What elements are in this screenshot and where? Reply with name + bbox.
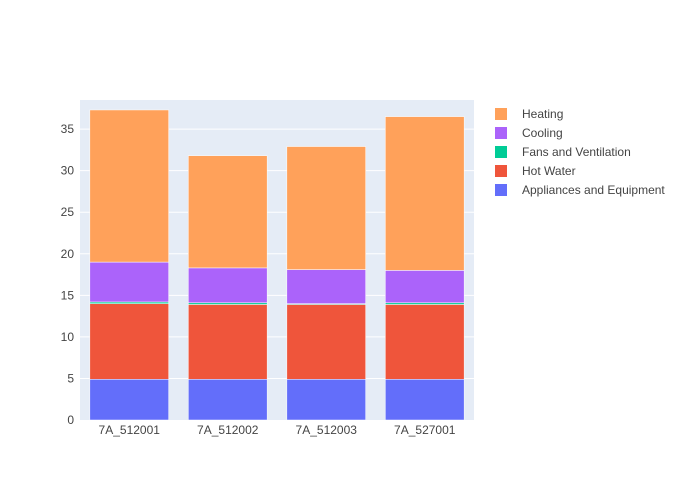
legend-label: Cooling xyxy=(522,126,563,140)
bar-appliances-and-equipment-0[interactable] xyxy=(89,379,169,421)
bar-cooling-3[interactable] xyxy=(385,270,465,304)
y-tick-label: 10 xyxy=(61,330,75,344)
legend-item-heating[interactable]: Heating xyxy=(495,107,563,121)
legend-label: Hot Water xyxy=(522,164,576,178)
legend-swatch xyxy=(495,146,507,158)
x-tick-label: 7A_512002 xyxy=(197,423,259,437)
x-tick-label: 7A_527001 xyxy=(394,423,456,437)
legend-item-appliances-and-equipment[interactable]: Appliances and Equipment xyxy=(495,183,665,197)
legend-label: Appliances and Equipment xyxy=(522,183,665,197)
legend-label: Heating xyxy=(522,107,563,121)
bar-heating-1[interactable] xyxy=(188,155,268,269)
bar-cooling-2[interactable] xyxy=(286,269,366,304)
y-tick-label: 5 xyxy=(67,371,74,385)
y-tick-label: 35 xyxy=(61,122,75,136)
legend-swatch xyxy=(495,184,507,196)
bar-appliances-and-equipment-3[interactable] xyxy=(385,379,465,421)
x-axis-ticks: 7A_512001 7A_512002 7A_512003 7A_527001 xyxy=(99,423,456,437)
bar-cooling-0[interactable] xyxy=(89,261,169,303)
bar-hot-water-1[interactable] xyxy=(188,304,268,380)
legend[interactable]: Heating Cooling Fans and Ventilation Hot Wa… xyxy=(495,107,665,197)
legend-item-cooling[interactable]: Cooling xyxy=(495,126,563,140)
x-tick-label: 7A_512001 xyxy=(99,423,161,437)
y-tick-label: 0 xyxy=(67,413,74,427)
bars xyxy=(89,109,465,421)
x-tick-label: 7A_512003 xyxy=(296,423,358,437)
legend-item-hot-water[interactable]: Hot Water xyxy=(495,164,576,178)
legend-label: Fans and Ventilation xyxy=(522,145,631,159)
bar-cooling-1[interactable] xyxy=(188,267,268,304)
y-tick-label: 25 xyxy=(61,205,75,219)
bar-heating-0[interactable] xyxy=(89,109,169,263)
legend-swatch xyxy=(495,108,507,120)
bar-hot-water-3[interactable] xyxy=(385,304,465,380)
bar-appliances-and-equipment-2[interactable] xyxy=(286,379,366,421)
y-tick-label: 15 xyxy=(61,288,75,302)
y-tick-label: 30 xyxy=(61,164,75,178)
y-tick-label: 20 xyxy=(61,247,75,261)
bar-appliances-and-equipment-1[interactable] xyxy=(188,379,268,421)
bar-heating-3[interactable] xyxy=(385,116,465,271)
legend-item-fans-and-ventilation[interactable]: Fans and Ventilation xyxy=(495,145,631,159)
legend-swatch xyxy=(495,127,507,139)
bar-heating-2[interactable] xyxy=(286,146,366,270)
legend-swatch xyxy=(495,165,507,177)
y-axis-ticks: 0 5 10 15 20 25 30 35 xyxy=(61,122,75,427)
bar-hot-water-0[interactable] xyxy=(89,303,169,380)
bar-hot-water-2[interactable] xyxy=(286,304,366,380)
